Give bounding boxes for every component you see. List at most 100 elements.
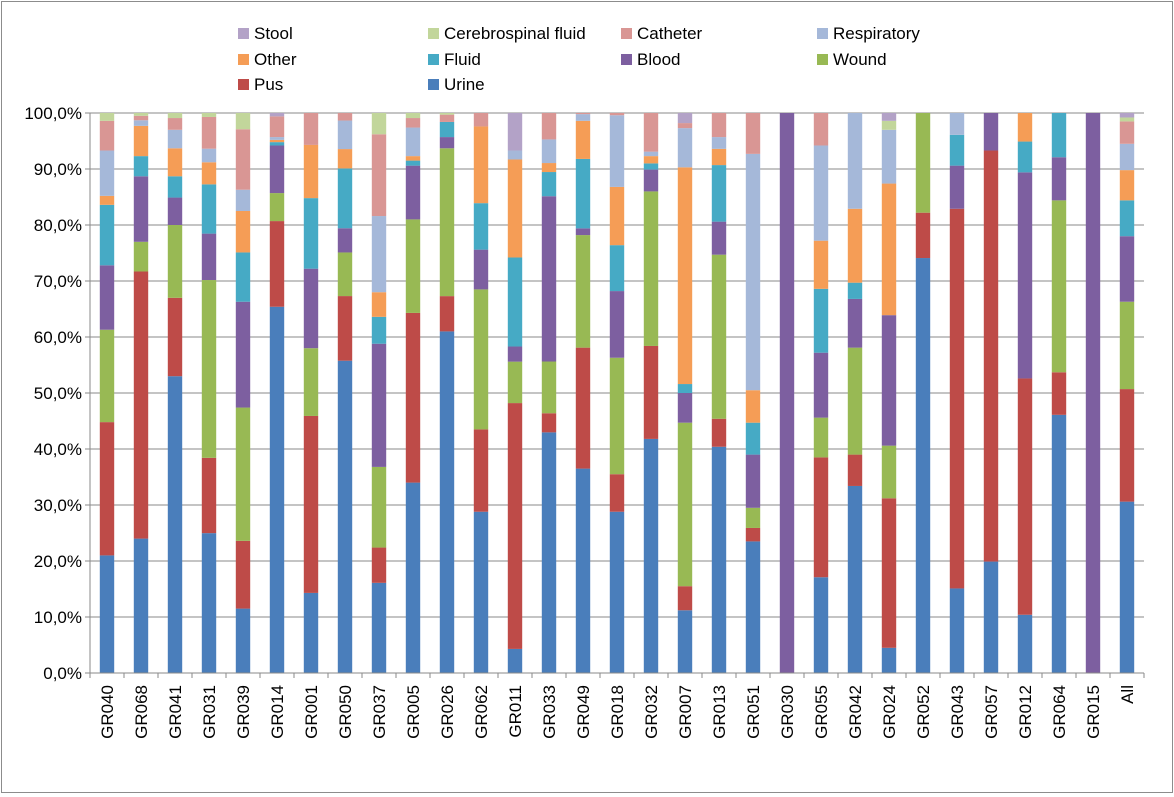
x-axis: GR040 GR068 GR041 GR031 GR039 GR014 GR001 GR050… [89, 672, 1145, 739]
bar-segment-urine-gr049 [575, 468, 591, 673]
bar-segment-fluid-gr068 [133, 156, 149, 177]
legend-label: Wound [833, 50, 887, 69]
bar-segment-catheter-gr050 [337, 113, 353, 121]
bar-segment-urine-gr050 [337, 360, 353, 673]
legend-swatch [428, 28, 439, 39]
bar-segment-pus-gr043 [949, 208, 965, 589]
bar-segment-urine-gr032 [643, 438, 659, 673]
legend-label: Urine [444, 75, 485, 94]
x-tick-label-gr052: GR052 [914, 685, 933, 739]
x-tick-label-gr011: GR011 [506, 685, 525, 738]
bar-segment-blood-gr011 [507, 346, 523, 362]
bar-segment-respiratory-gr039 [235, 189, 251, 211]
bar-segment-respiratory-gr051 [745, 153, 761, 391]
bar-segment-wound-gr040 [99, 329, 115, 423]
y-tick-label: 80,0% [34, 216, 82, 235]
bar-segment-catheter-gr018 [609, 113, 625, 116]
bar-segment-urine-gr026 [439, 331, 455, 673]
bar-segment-fluid-gr040 [99, 204, 115, 266]
bar-segment-fluid-gr001 [303, 198, 319, 269]
bar-segment-wound-gr055 [813, 417, 829, 458]
legend-item-cerebrospinal-fluid: Cerebrospinal fluid [428, 24, 586, 43]
bar-segment-wound-gr007 [677, 422, 693, 587]
bar-segment-fluid-gr064 [1051, 113, 1067, 158]
bar-segment-pus-gr062 [473, 429, 489, 512]
bar-segment-blood-gr043 [949, 165, 965, 209]
x-tick-label-gr062: GR062 [472, 685, 491, 739]
bar-segment-other-gr005 [405, 156, 421, 161]
bar-segment-respiratory-gr040 [99, 150, 115, 196]
bar-segment-other-gr012 [1017, 113, 1033, 142]
legend-swatch [817, 54, 828, 65]
bar-segment-catheter-gr005 [405, 118, 421, 128]
bar-segment-respiratory-gr014 [269, 137, 285, 140]
bar-segment-fluid-gr012 [1017, 141, 1033, 173]
bar-segment-wound-gr018 [609, 357, 625, 475]
bar-segment-other-gr041 [167, 148, 183, 177]
bar-segment-blood-gr062 [473, 249, 489, 290]
bar-segment-other-gr040 [99, 195, 115, 205]
bar-segment-cerebrospinal-fluid-gr040 [99, 113, 115, 121]
bar-segment-blood-gr026 [439, 137, 455, 149]
bar-segment-urine-gr001 [303, 592, 319, 673]
legend-item-respiratory: Respiratory [817, 24, 920, 43]
y-tick-label: 90,0% [34, 160, 82, 179]
legend-label: Pus [254, 75, 283, 94]
bar-segment-pus-gr014 [269, 221, 285, 307]
legend-item-blood: Blood [621, 50, 680, 69]
bar-segment-fluid-gr041 [167, 176, 183, 198]
bar-segment-wound-gr005 [405, 219, 421, 313]
bar-segment-blood-gr041 [167, 197, 183, 225]
bar-segment-other-gr042 [847, 208, 863, 283]
bar-segment-urine-gr012 [1017, 614, 1033, 673]
bar-segment-urine-gr051 [745, 541, 761, 673]
bar-segment-blood-gr040 [99, 265, 115, 330]
bar-segment-blood-gr042 [847, 298, 863, 348]
bar-segment-pus-gr068 [133, 271, 149, 539]
bar-segment-catheter-gr068 [133, 115, 149, 121]
bar-segment-catheter-gr031 [201, 116, 217, 149]
bar-segment-pus-gr011 [507, 403, 523, 649]
legend-item-catheter: Catheter [621, 24, 703, 43]
bar-segment-urine-gr043 [949, 588, 965, 673]
bar-segment-pus-gr050 [337, 296, 353, 361]
bar-segment-catheter-all [1119, 121, 1135, 144]
bar-segment-respiratory-gr013 [711, 137, 727, 149]
bar-segment-catheter-gr055 [813, 113, 829, 146]
bar-segment-respiratory-gr032 [643, 151, 659, 157]
bar-segment-other-gr001 [303, 144, 319, 199]
bar-segment-pus-gr049 [575, 347, 591, 469]
x-tick-label-gr031: GR031 [200, 685, 219, 739]
bar-segment-fluid-gr026 [439, 121, 455, 138]
bar-segment-cerebrospinal-fluid-gr037 [371, 113, 387, 135]
bar-segment-pus-gr012 [1017, 378, 1033, 615]
legend-item-pus: Pus [238, 75, 283, 94]
bar-segment-wound-gr014 [269, 193, 285, 222]
bar-segment-other-gr014 [269, 139, 285, 143]
bar-segment-pus-gr024 [881, 498, 897, 648]
bar-segment-blood-gr064 [1051, 157, 1067, 201]
bar-segment-wound-gr039 [235, 407, 251, 541]
bar-segment-catheter-gr037 [371, 134, 387, 217]
bar-segment-fluid-gr062 [473, 203, 489, 250]
x-tick-label-gr041: GR041 [166, 685, 185, 739]
bar-segment-other-gr051 [745, 390, 761, 423]
legend: Stool Cerebrospinal fluid Catheter Respirat… [238, 24, 920, 94]
bar-segment-fluid-gr039 [235, 252, 251, 302]
x-tick-label-gr055: GR055 [812, 685, 831, 739]
bar-segment-pus-all [1119, 389, 1135, 502]
bar-segment-respiratory-gr018 [609, 115, 625, 187]
bar-segment-pus-gr041 [167, 297, 183, 377]
bar-segment-fluid-gr031 [201, 184, 217, 234]
bar-segment-fluid-gr014 [269, 142, 285, 146]
bar-segment-blood-gr013 [711, 221, 727, 255]
x-tick-label-gr024: GR024 [880, 685, 899, 739]
x-tick-label-gr007: GR007 [676, 685, 695, 739]
bar-segment-catheter-gr014 [269, 116, 285, 138]
bar-segment-blood-gr032 [643, 169, 659, 192]
bar-segment-urine-gr005 [405, 482, 421, 673]
bar-segment-wound-gr062 [473, 289, 489, 430]
x-tick-label-gr005: GR005 [404, 685, 423, 739]
bar-segment-fluid-gr011 [507, 257, 523, 347]
